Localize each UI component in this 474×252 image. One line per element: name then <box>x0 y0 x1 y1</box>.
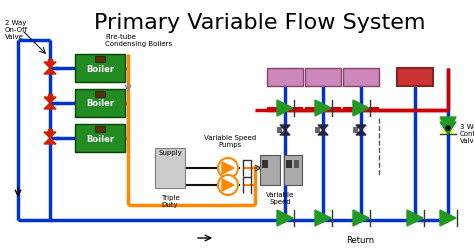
Polygon shape <box>442 128 448 134</box>
Polygon shape <box>356 130 366 135</box>
Polygon shape <box>277 210 293 226</box>
Bar <box>262 160 268 168</box>
Polygon shape <box>44 132 56 138</box>
FancyBboxPatch shape <box>75 124 125 152</box>
Text: Boiler: Boiler <box>86 135 114 143</box>
Polygon shape <box>442 122 448 128</box>
Polygon shape <box>44 62 56 68</box>
Polygon shape <box>315 100 331 116</box>
Polygon shape <box>448 122 454 128</box>
Text: Boiler: Boiler <box>86 65 114 74</box>
Polygon shape <box>277 100 293 116</box>
Text: Fire-tube
Condensing Boilers: Fire-tube Condensing Boilers <box>105 34 172 47</box>
Text: Primary Variable Flow System: Primary Variable Flow System <box>94 13 426 33</box>
Polygon shape <box>44 138 56 144</box>
Bar <box>315 127 320 133</box>
Text: Return: Return <box>346 236 374 245</box>
Polygon shape <box>222 179 234 191</box>
Bar <box>277 127 282 133</box>
Polygon shape <box>318 130 328 135</box>
Bar <box>48 94 52 98</box>
Bar <box>48 129 52 133</box>
Circle shape <box>218 158 238 178</box>
Polygon shape <box>353 100 369 116</box>
Polygon shape <box>407 210 423 226</box>
Polygon shape <box>44 103 56 109</box>
Bar <box>95 91 105 97</box>
Polygon shape <box>315 210 331 226</box>
Polygon shape <box>440 210 456 226</box>
Polygon shape <box>440 122 456 134</box>
Text: 2 Way
On-Off
Valve: 2 Way On-Off Valve <box>5 20 28 40</box>
Bar <box>155 148 185 188</box>
FancyBboxPatch shape <box>75 54 125 82</box>
Text: Variable Speed
Pumps: Variable Speed Pumps <box>204 135 256 148</box>
Text: Triple
Duty: Triple Duty <box>161 195 179 208</box>
Polygon shape <box>448 128 454 134</box>
Circle shape <box>446 126 450 130</box>
Polygon shape <box>353 210 369 226</box>
Bar <box>294 160 299 168</box>
Polygon shape <box>44 68 56 74</box>
Polygon shape <box>222 162 234 174</box>
Bar <box>343 68 379 86</box>
Bar <box>95 126 105 132</box>
Text: Variable
Speed: Variable Speed <box>266 192 294 205</box>
Bar <box>95 56 105 62</box>
Polygon shape <box>318 125 328 130</box>
Bar <box>267 68 303 86</box>
Polygon shape <box>356 125 366 130</box>
Polygon shape <box>440 117 456 133</box>
Bar <box>353 127 358 133</box>
Text: Supply: Supply <box>158 150 182 156</box>
Bar <box>305 68 341 86</box>
Bar <box>48 59 52 63</box>
Bar <box>286 160 292 168</box>
Polygon shape <box>280 125 290 130</box>
Polygon shape <box>280 130 290 135</box>
Polygon shape <box>44 97 56 103</box>
Bar <box>260 155 280 185</box>
Text: 3 Way
Control
Valve: 3 Way Control Valve <box>460 124 474 144</box>
FancyBboxPatch shape <box>75 89 125 117</box>
Bar <box>397 68 433 86</box>
Circle shape <box>218 175 238 195</box>
Text: Boiler: Boiler <box>86 100 114 109</box>
Bar <box>284 155 302 185</box>
